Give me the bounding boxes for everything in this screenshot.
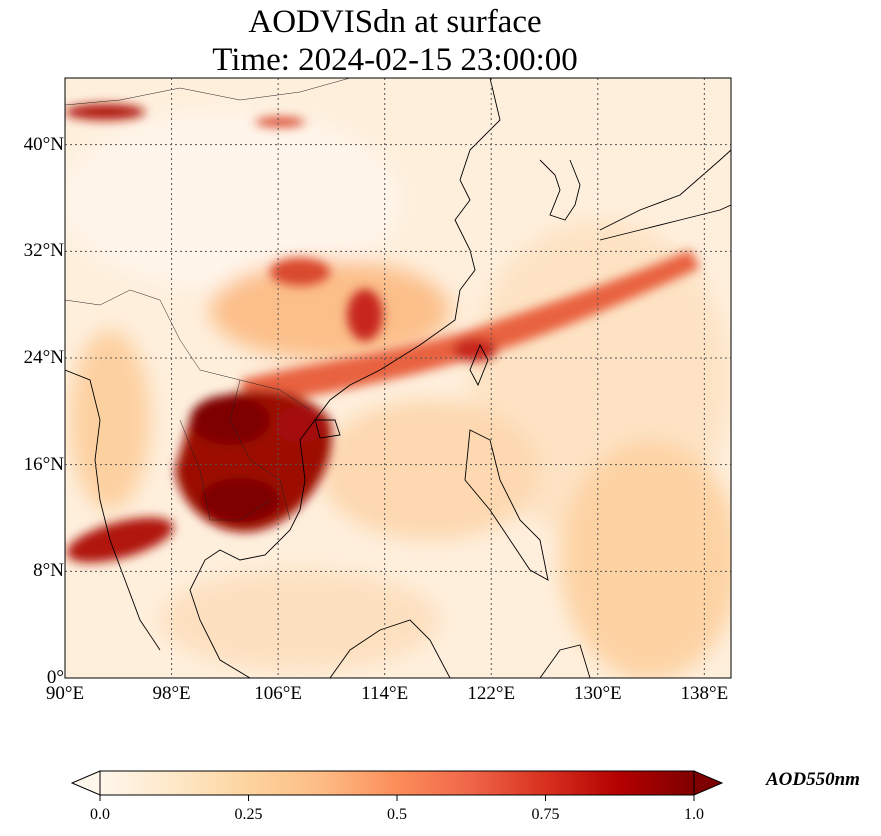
lat-tick-label: 32°N [23, 240, 64, 262]
colorbar-body [99, 770, 695, 796]
aod-haze-west [70, 330, 150, 510]
coastline-bay-of-bengal [65, 369, 161, 651]
aod-plume-mongolia [65, 104, 145, 120]
lat-tick-label: 16°N [23, 453, 64, 475]
coastline-philippines [464, 429, 549, 581]
lon-tick-label: 122°E [467, 683, 516, 704]
lon-tick-label: 98°E [152, 683, 191, 704]
border-himalaya [65, 289, 181, 341]
coastline-hainan [314, 419, 341, 439]
coastline-japan [599, 149, 731, 241]
colorbar-tick-label: 0.5 [387, 806, 407, 823]
colorbar-tick-label: 0.0 [90, 806, 110, 823]
lon-tick-label: 106°E [254, 683, 302, 704]
colorbar [70, 770, 724, 801]
lat-tick-label: 40°N [23, 133, 64, 155]
colorbar-tick-marks [99, 795, 695, 801]
colorbar-extend-high [693, 770, 724, 796]
aod-haze-south [160, 570, 440, 670]
coastline-korea [539, 159, 581, 221]
aod-plume-gulf-tonkin [275, 407, 325, 443]
aod-plume-hunan [347, 289, 383, 341]
lon-tick-label: 114°E [361, 683, 409, 704]
colorbar-tick-label: 0.75 [531, 806, 560, 823]
aod-field [65, 78, 731, 678]
aod-plume-north [255, 117, 305, 127]
lat-tick-label: 8°N [33, 560, 64, 582]
aod-plume-myanmar [66, 517, 174, 563]
lon-tick-label: 90°E [45, 683, 85, 704]
aod-plume-cambodia [200, 478, 280, 522]
gridlines [65, 78, 731, 678]
aod-haze-south-china-sea [320, 400, 540, 540]
border-vietnam [229, 379, 291, 521]
border-thailand [179, 419, 271, 521]
coastline-china-east [299, 78, 501, 441]
colorbar-label: AOD550nm [766, 769, 860, 790]
lon-tick-label: 138°E [680, 683, 729, 704]
aod-plume-sichuan [270, 258, 330, 286]
aod-haze-north [65, 110, 400, 290]
colorbar-extend-low [70, 770, 101, 796]
coastline-indochina [189, 439, 306, 678]
aod-haze-layer [65, 110, 731, 678]
aod-plume-east-china [240, 250, 700, 405]
lat-tick-label: 0° [46, 667, 64, 688]
borders [65, 78, 351, 521]
map-subtitle-time: Time: 2024-02-15 23:00:00 [212, 42, 578, 78]
map-frame [64, 77, 732, 679]
map-title: AODVISdn at surface [248, 4, 542, 40]
colorbar-tick-label: 1.0 [684, 806, 704, 823]
border-mongolia [65, 78, 351, 106]
lat-tick-label: 24°N [23, 347, 64, 368]
coastline-taiwan [469, 343, 489, 387]
aod-plume-layer [65, 104, 700, 563]
coastlines [65, 78, 731, 678]
aod-haze-se-ocean [560, 440, 731, 678]
aod-haze-central-china [210, 260, 450, 360]
coastline-sulawesi [539, 644, 591, 678]
lon-tick-label: 130°E [573, 683, 622, 704]
coastline-borneo [329, 619, 451, 678]
colorbar-tick-label: 0.25 [234, 806, 263, 823]
